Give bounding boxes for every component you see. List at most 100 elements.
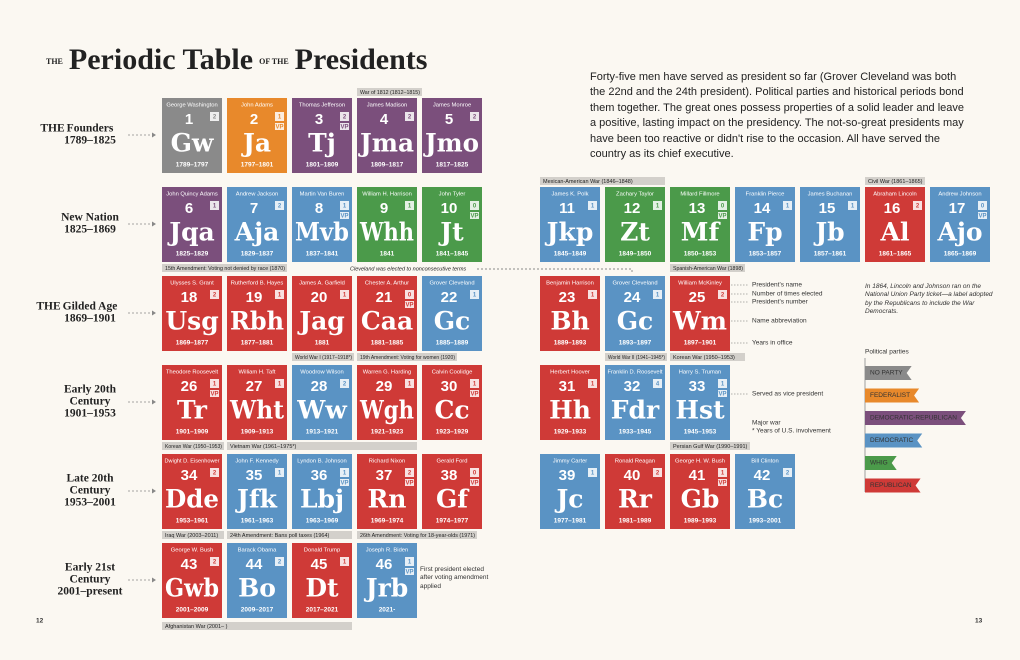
name-abbreviation: Rbh — [230, 307, 284, 336]
name-abbreviation: Bh — [550, 307, 589, 336]
years-in-office: 1837–1841 — [306, 251, 339, 258]
era-years: 1869–1901 — [64, 313, 116, 325]
era-years: 1953–2001 — [64, 497, 116, 509]
name-abbreviation: Jkp — [545, 218, 594, 247]
terms-count: 1 — [213, 203, 217, 209]
president-name: Joseph R. Biden — [366, 548, 409, 554]
president-number: 38 — [441, 467, 458, 484]
name-abbreviation: Dde — [165, 485, 219, 514]
terms-box — [210, 557, 219, 566]
president-number: 24 — [624, 289, 641, 306]
years-in-office: 1801–1809 — [306, 162, 339, 169]
terms-count: 1 — [656, 292, 660, 298]
vp-box — [210, 390, 219, 397]
terms-box — [275, 468, 284, 477]
president-number: 34 — [181, 467, 198, 484]
president-number: 43 — [181, 556, 198, 573]
years-in-office: 1893–1897 — [619, 340, 652, 347]
years-in-office: 1853–1857 — [749, 251, 782, 258]
president-number: 45 — [311, 556, 328, 573]
key-label: Number of times elected — [752, 291, 823, 298]
event-label: 26th Amendment: Voting for 18-year-olds … — [360, 533, 475, 539]
president-number: 11 — [559, 200, 575, 217]
terms-count: 2 — [343, 114, 347, 120]
party-flag — [865, 433, 923, 448]
name-abbreviation: Ajo — [936, 218, 982, 247]
terms-box — [783, 468, 792, 477]
terms-box — [275, 379, 284, 388]
terms-box — [470, 290, 479, 299]
event-bar — [670, 264, 745, 272]
president-name: Bill Clinton — [751, 459, 778, 465]
years-in-office: 1849–1850 — [619, 251, 652, 258]
president-number: 46 — [376, 556, 393, 573]
years-in-office: 1797–1801 — [241, 162, 274, 169]
era-name: Late 20th — [67, 473, 115, 485]
terms-count: 1 — [851, 203, 855, 209]
years-in-office: 1974–1977 — [436, 518, 469, 525]
terms-box — [275, 557, 284, 566]
president-name: Dwight D. Eisenhower — [165, 459, 220, 465]
vp-box — [405, 568, 414, 575]
terms-count: 1 — [473, 292, 477, 298]
name-abbreviation: Mf — [681, 218, 722, 247]
key-label: Years in office — [752, 340, 793, 347]
president-name: Zachary Taylor — [616, 192, 654, 198]
president-number: 10 — [441, 200, 458, 217]
vp-label: VP — [719, 213, 727, 219]
terms-box — [588, 201, 597, 210]
era-name: Century — [70, 485, 111, 497]
president-name: James K. Polk — [551, 192, 588, 198]
vp-label: VP — [341, 480, 349, 486]
years-in-office: 1789–1797 — [176, 162, 209, 169]
president-name: Richard Nixon — [369, 459, 405, 465]
intro-text: Forty-five men have served as president … — [590, 71, 965, 160]
terms-box — [718, 201, 727, 210]
president-number: 28 — [311, 378, 328, 395]
event-bar — [162, 264, 287, 272]
president-number: 32 — [624, 378, 641, 395]
president-name: Barack Obama — [238, 548, 277, 554]
president-number: 35 — [246, 467, 263, 484]
vp-label: VP — [406, 569, 414, 575]
name-abbreviation: Hh — [549, 396, 591, 425]
terms-box — [588, 290, 597, 299]
terms-box — [340, 468, 349, 477]
years-in-office: 1809–1817 — [371, 162, 404, 169]
name-abbreviation: Jt — [438, 218, 464, 247]
terms-count: 1 — [473, 381, 477, 387]
years-in-office: 1923–1929 — [436, 429, 469, 436]
years-in-office: 1993–2001 — [749, 518, 782, 525]
era-name: Century — [70, 396, 111, 408]
party-flag — [865, 388, 920, 403]
name-abbreviation: Al — [880, 218, 910, 247]
years-in-office: 1921–1923 — [371, 429, 404, 436]
president-number: 16 — [884, 200, 901, 217]
name-abbreviation: Bc — [747, 485, 783, 514]
name-abbreviation: Rn — [368, 485, 407, 514]
event-label: Afghanistan War (2001– ) — [165, 624, 228, 630]
event-bar — [865, 177, 925, 185]
years-in-office: 1861–1865 — [879, 251, 912, 258]
name-abbreviation: Gb — [681, 485, 720, 514]
vp-box — [340, 212, 349, 219]
terms-box — [783, 201, 792, 210]
president-number: 33 — [689, 378, 706, 395]
terms-box — [340, 112, 349, 121]
terms-count: 1 — [721, 470, 725, 476]
terms-box — [210, 290, 219, 299]
years-in-office: 1929–1933 — [554, 429, 587, 436]
president-name: James Madison — [367, 103, 408, 109]
terms-count: 1 — [213, 381, 217, 387]
key-label: * Years of U.S. involvement — [752, 428, 831, 435]
president-number: 41 — [689, 467, 706, 484]
terms-box — [653, 290, 662, 299]
president-number: 37 — [376, 467, 393, 484]
terms-box — [653, 379, 662, 388]
terms-box — [275, 112, 284, 121]
event-bar — [357, 531, 477, 539]
event-label: War of 1812 (1812–1815) — [360, 90, 420, 96]
terms-count: 1 — [278, 470, 282, 476]
president-number: 25 — [689, 289, 706, 306]
president-tile — [292, 187, 352, 262]
